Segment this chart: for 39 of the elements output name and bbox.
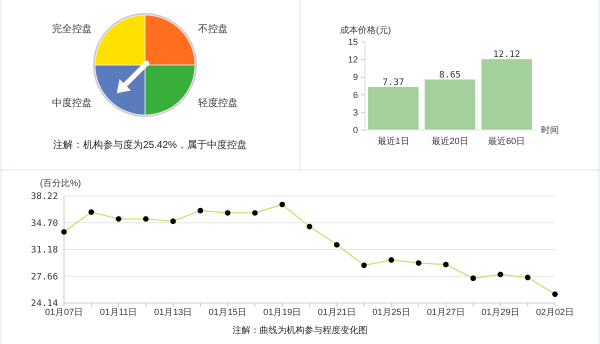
- x-tick-label: 01月11日: [100, 307, 138, 317]
- x-tick-label: 01月29日: [481, 307, 520, 317]
- y-tick-label: 9: [352, 72, 358, 82]
- data-label: 12.12: [493, 50, 520, 60]
- x-tick-label: 02月02日: [536, 307, 574, 317]
- y-tick-label: 34.70: [30, 218, 58, 229]
- y-tick-label: 31.18: [30, 246, 58, 256]
- data-label: 7.37: [382, 78, 404, 88]
- x-tick-label: 01月21日: [318, 307, 356, 317]
- slice-label: 中度控盘: [52, 97, 92, 110]
- y-tick-label: 12: [348, 54, 358, 65]
- x-tick-label: 最近20日: [431, 136, 469, 146]
- y-axis-title: 成本价格(元): [340, 25, 391, 35]
- x-tick-label: 最近60日: [488, 136, 526, 146]
- y-tick-label: 0: [352, 125, 358, 135]
- y-tick-label: 15: [348, 37, 358, 47]
- text: 注解：机构参与度为25.42%，属于中度控盘: [53, 139, 247, 151]
- bar: [368, 86, 420, 130]
- y-tick-label: 24.14: [30, 299, 58, 309]
- slice-label: 完全控盘: [52, 22, 92, 35]
- data-label: 8.65: [439, 70, 461, 80]
- x-tick-label: 01月15日: [208, 307, 247, 317]
- bar: [424, 79, 476, 130]
- bar: [480, 58, 532, 130]
- x-tick-label: 01月27日: [426, 307, 465, 317]
- y-tick-label: 6: [352, 90, 358, 100]
- x-tick-label: 01月19日: [263, 307, 302, 317]
- x-tick-label: 01月13日: [154, 307, 192, 317]
- y-tick-label: 38.22: [30, 192, 58, 202]
- slice-label: 不控盘: [198, 22, 228, 35]
- x-tick-label: 01月07日: [44, 307, 84, 317]
- x-axis-title: 时间: [541, 125, 559, 135]
- x-tick-label: 最近1日: [377, 136, 410, 146]
- x-tick-label: 01月25日: [372, 307, 410, 317]
- y-tick-label: 3: [352, 107, 358, 118]
- y-axis-title: (百分比%): [40, 178, 81, 188]
- y-tick-label: 27.66: [30, 272, 58, 282]
- slice-label: 轻度控盘: [198, 97, 238, 110]
- text: 注解：曲线为机构参与程度变化图: [232, 325, 368, 335]
